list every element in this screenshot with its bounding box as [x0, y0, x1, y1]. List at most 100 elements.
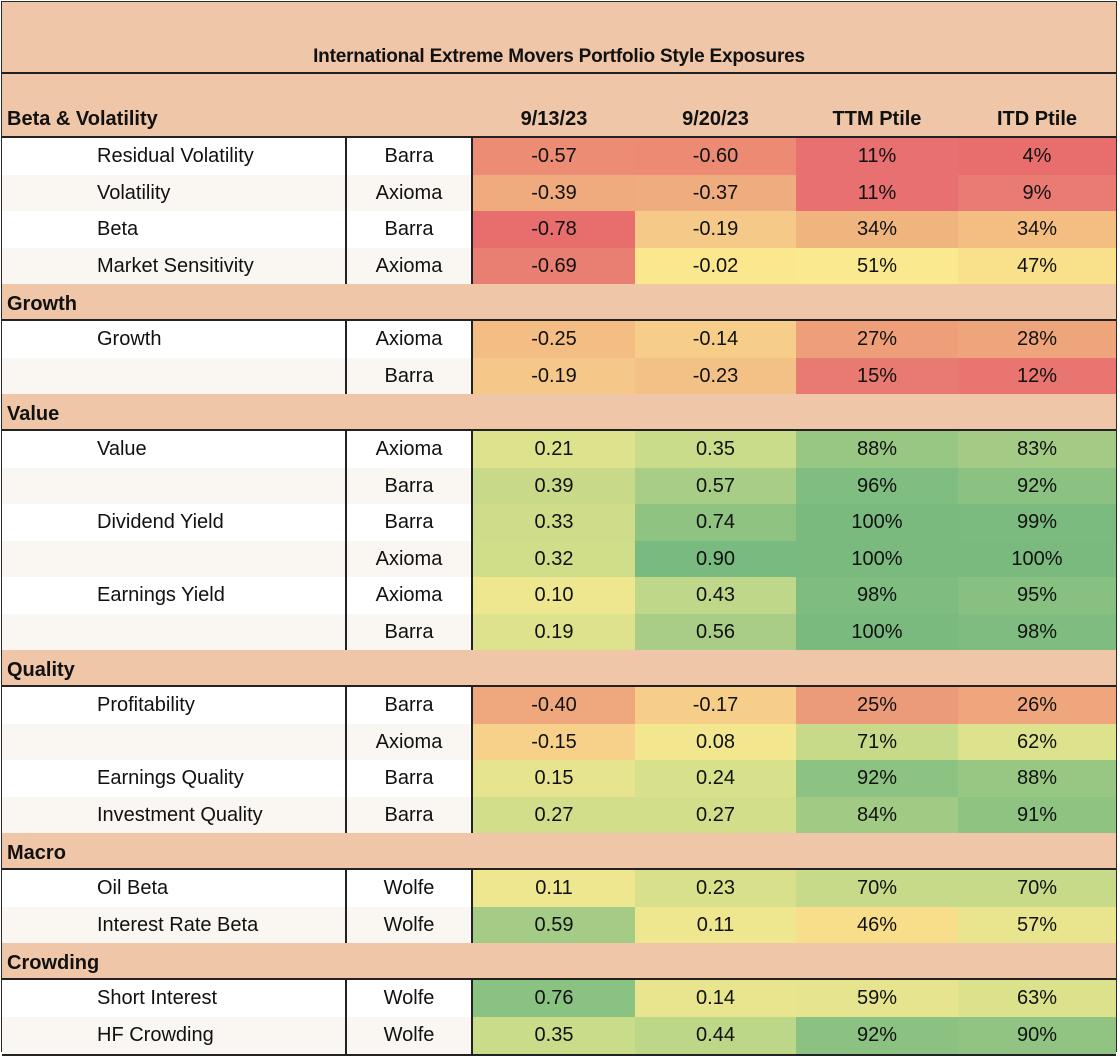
- factor-name: Value: [2, 431, 347, 468]
- ttm-percentile: 100%: [796, 613, 958, 651]
- exposure-value-date-1: 0.21: [473, 431, 635, 468]
- exposure-value-date-1: 0.59: [473, 906, 635, 944]
- exposure-value-date-2: 0.08: [635, 723, 796, 761]
- itd-percentile: 26%: [958, 687, 1116, 724]
- section-header: Quality: [2, 650, 1116, 687]
- table-row: Value Axioma 0.21 0.35 88% 83%: [2, 431, 1116, 468]
- exposure-value-date-1: 0.32: [473, 540, 635, 578]
- itd-percentile: 88%: [958, 760, 1116, 797]
- ttm-percentile: 27%: [796, 321, 958, 358]
- ttm-percentile: 98%: [796, 577, 958, 614]
- exposure-value-date-1: 0.33: [473, 504, 635, 541]
- factor-source: Barra: [347, 796, 473, 834]
- itd-percentile: 91%: [958, 796, 1116, 834]
- factor-source: Wolfe: [347, 870, 473, 907]
- section-header: Macro: [2, 833, 1116, 870]
- ttm-percentile: 92%: [796, 1016, 958, 1054]
- exposure-value-date-1: -0.19: [473, 357, 635, 395]
- factor-source: Barra: [347, 467, 473, 505]
- exposure-value-date-2: 0.56: [635, 613, 796, 651]
- itd-percentile: 70%: [958, 870, 1116, 907]
- table-row: Investment Quality Barra 0.27 0.27 84% 91%: [2, 796, 1116, 836]
- exposure-value-date-1: -0.69: [473, 247, 635, 285]
- itd-percentile: 28%: [958, 321, 1116, 358]
- itd-percentile: 99%: [958, 504, 1116, 541]
- factor-source: Barra: [347, 687, 473, 724]
- exposure-value-date-2: -0.37: [635, 174, 796, 212]
- column-header-date-1: 9/13/23: [520, 108, 588, 130]
- ttm-percentile: 46%: [796, 906, 958, 944]
- factor-source: Barra: [347, 760, 473, 797]
- ttm-percentile: 96%: [796, 467, 958, 505]
- factor-source: Axioma: [347, 247, 473, 285]
- exposure-value-date-1: -0.78: [473, 211, 635, 248]
- exposure-value-date-2: 0.90: [635, 540, 796, 578]
- table-row: Earnings Yield Axioma 0.10 0.43 98% 95%: [2, 577, 1116, 614]
- section-title: Value: [7, 403, 60, 425]
- ttm-percentile: 25%: [796, 687, 958, 724]
- exposure-value-date-2: 0.43: [635, 577, 796, 614]
- exposure-value-date-1: 0.35: [473, 1016, 635, 1054]
- table-row: Volatility Axioma -0.39 -0.37 11% 9%: [2, 174, 1116, 212]
- section-title: Crowding: [7, 952, 100, 974]
- factor-name: Beta: [2, 211, 347, 248]
- factor-source: Axioma: [347, 540, 473, 578]
- factor-name: Short Interest: [2, 980, 347, 1017]
- exposure-value-date-2: 0.14: [635, 980, 796, 1017]
- exposure-value-date-2: -0.60: [635, 138, 796, 175]
- ttm-percentile: 59%: [796, 980, 958, 1017]
- itd-percentile: 12%: [958, 357, 1116, 395]
- section-header-beta-volatility: Beta & Volatility: [7, 108, 158, 130]
- ttm-percentile: 70%: [796, 870, 958, 907]
- exposure-value-date-1: -0.40: [473, 687, 635, 724]
- factor-source: Axioma: [347, 431, 473, 468]
- column-header-itd-ptile: ITD Ptile: [996, 108, 1077, 130]
- itd-percentile: 63%: [958, 980, 1116, 1017]
- table-title: International Extreme Movers Portfolio S…: [313, 46, 805, 67]
- itd-percentile: 62%: [958, 723, 1116, 761]
- exposure-value-date-1: 0.15: [473, 760, 635, 797]
- factor-source: Axioma: [347, 174, 473, 212]
- factor-source: Wolfe: [347, 980, 473, 1017]
- table-row: Axioma -0.15 0.08 71% 62%: [2, 723, 1116, 761]
- itd-percentile: 98%: [958, 613, 1116, 651]
- exposure-value-date-1: -0.57: [473, 138, 635, 175]
- table-row: Growth Axioma -0.25 -0.14 27% 28%: [2, 321, 1116, 358]
- factor-source: Wolfe: [347, 1016, 473, 1054]
- itd-percentile: 92%: [958, 467, 1116, 505]
- exposure-value-date-2: -0.17: [635, 687, 796, 724]
- ttm-percentile: 84%: [796, 796, 958, 834]
- exposure-value-date-2: 0.11: [635, 906, 796, 944]
- exposure-value-date-2: 0.35: [635, 431, 796, 468]
- factor-source: Axioma: [347, 577, 473, 614]
- table-row: Axioma 0.32 0.90 100% 100%: [2, 540, 1116, 578]
- exposure-value-date-2: -0.23: [635, 357, 796, 395]
- ttm-percentile: 100%: [796, 504, 958, 541]
- factor-name: Volatility: [2, 174, 347, 212]
- exposure-value-date-1: -0.39: [473, 174, 635, 212]
- factor-source: Barra: [347, 138, 473, 175]
- factor-name: Market Sensitivity: [2, 247, 347, 285]
- factor-name: Earnings Quality: [2, 760, 347, 797]
- section-header: Crowding: [2, 943, 1116, 980]
- table-row: Dividend Yield Barra 0.33 0.74 100% 99%: [2, 504, 1116, 541]
- factor-source: Barra: [347, 504, 473, 541]
- factor-source: Barra: [347, 613, 473, 651]
- exposure-value-date-2: 0.24: [635, 760, 796, 797]
- section-title: Macro: [7, 842, 66, 864]
- exposure-value-date-2: 0.44: [635, 1016, 796, 1054]
- exposure-value-date-2: -0.14: [635, 321, 796, 358]
- factor-name: Interest Rate Beta: [2, 906, 347, 944]
- itd-percentile: 83%: [958, 431, 1116, 468]
- exposure-value-date-1: 0.19: [473, 613, 635, 651]
- exposure-value-date-1: 0.11: [473, 870, 635, 907]
- factor-source: Axioma: [347, 723, 473, 761]
- itd-percentile: 95%: [958, 577, 1116, 614]
- exposure-value-date-2: -0.19: [635, 211, 796, 248]
- ttm-percentile: 11%: [796, 138, 958, 175]
- column-header-row: Beta & Volatility 9/13/23 9/20/23 TTM Pt…: [2, 74, 1116, 138]
- ttm-percentile: 71%: [796, 723, 958, 761]
- table-row: Residual Volatility Barra -0.57 -0.60 11% 4%: [2, 138, 1116, 175]
- factor-name: HF Crowding: [2, 1016, 347, 1054]
- factor-name: [2, 357, 347, 395]
